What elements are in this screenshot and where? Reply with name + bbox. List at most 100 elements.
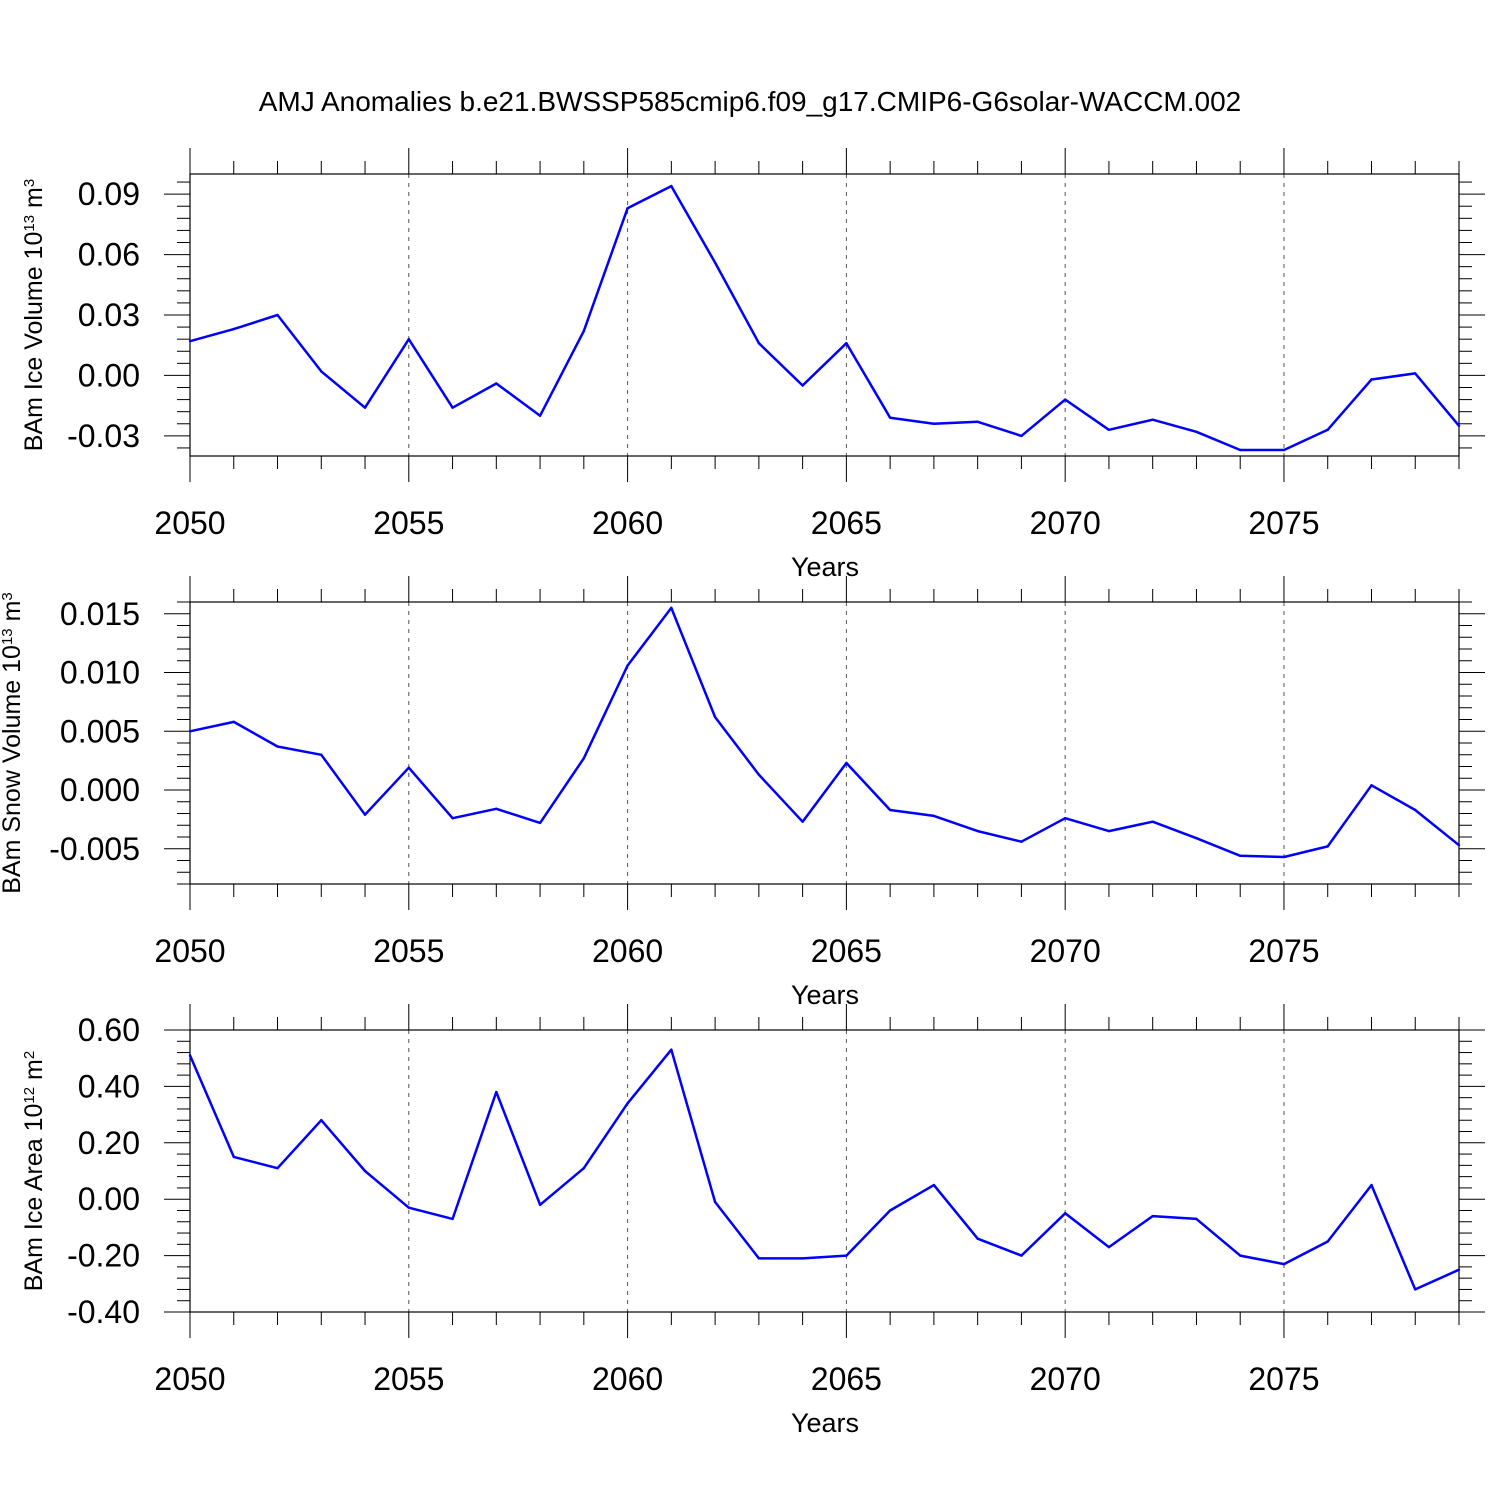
- x-tick-label: 2075: [1248, 1361, 1319, 1397]
- data-point: [1239, 1254, 1242, 1257]
- data-point: [188, 730, 192, 733]
- data-point: [888, 416, 892, 419]
- y-tick-label: 0.005: [60, 713, 140, 749]
- data-point: [495, 807, 498, 810]
- data-point: [670, 184, 673, 188]
- y-tick-label: 0.000: [60, 772, 140, 808]
- data-point: [1414, 372, 1417, 375]
- data-point: [670, 606, 673, 610]
- y-tick-label: 0.60: [78, 1012, 140, 1048]
- y-axis-label-sup: 13: [21, 215, 38, 232]
- data-point: [1151, 1214, 1154, 1218]
- data-point: [188, 339, 192, 343]
- data-point: [232, 1155, 235, 1159]
- y-axis-label: BAm Ice Area 1012 m2: [20, 1051, 48, 1291]
- data-point: [582, 329, 586, 333]
- data-point: [276, 745, 279, 748]
- data-point: [1151, 418, 1154, 421]
- x-axis-label: Years: [791, 980, 859, 1010]
- x-tick-label: 2055: [373, 1361, 444, 1397]
- data-point: [976, 1237, 979, 1240]
- data-point: [407, 1206, 410, 1209]
- data-point: [320, 753, 323, 756]
- data-point: [363, 1169, 367, 1173]
- y-axis-label-unit-sup: 3: [21, 179, 38, 187]
- data-point: [757, 342, 761, 345]
- data-point: [1151, 820, 1154, 823]
- chart-title: AMJ Anomalies b.e21.BWSSP585cmip6.f09_g1…: [259, 86, 1242, 117]
- data-point: [407, 337, 410, 341]
- plot-frame: [189, 601, 1460, 885]
- data-point: [1020, 1254, 1023, 1257]
- data-point: [1370, 1183, 1373, 1187]
- data-point: [1457, 1268, 1461, 1271]
- y-tick-label: 0.00: [78, 1181, 140, 1217]
- data-point: [1370, 378, 1373, 381]
- data-point: [232, 720, 235, 724]
- data-point: [1326, 1240, 1329, 1243]
- series-line: [189, 606, 1460, 859]
- data-point: [1370, 784, 1373, 787]
- data-point: [320, 1119, 323, 1122]
- y-axis-label-unit-sup: 2: [21, 1051, 38, 1059]
- data-point: [976, 420, 979, 423]
- data-point: [320, 370, 323, 373]
- y-axis-label-text: BAm Ice Area 10: [20, 1104, 48, 1292]
- data-point: [495, 1090, 498, 1094]
- y-tick-label: 0.09: [78, 176, 140, 212]
- data-point: [626, 1102, 629, 1105]
- x-tick-label: 2070: [1030, 1361, 1101, 1397]
- data-point: [451, 406, 454, 409]
- data-point: [1063, 817, 1067, 820]
- y-tick-label: -0.40: [67, 1294, 140, 1330]
- y-tick-label: -0.03: [67, 418, 140, 454]
- plot-frame: [189, 1029, 1460, 1313]
- y-axis-label-sup: 13: [0, 628, 16, 645]
- x-tick-label: 2075: [1248, 505, 1319, 541]
- data-point: [276, 313, 279, 317]
- data-point: [1107, 1245, 1111, 1249]
- data-point: [888, 808, 892, 812]
- data-point: [538, 414, 542, 417]
- x-tick-label: 2070: [1030, 933, 1101, 969]
- data-point: [582, 1166, 586, 1170]
- data-point: [757, 773, 761, 776]
- x-axis-label: Years: [791, 552, 859, 582]
- data-point: [232, 327, 235, 331]
- data-point: [188, 1054, 192, 1057]
- data-point: [1195, 430, 1198, 434]
- x-tick-label: 2065: [811, 933, 882, 969]
- y-axis-label: BAm Snow Volume 1013 m3: [0, 592, 26, 894]
- ice-area-panel: 0.60 0.40 0.20 0.00 -0.20 -0.40 2050 2055 2060 20…: [20, 1004, 1485, 1438]
- data-point: [932, 814, 936, 818]
- plot-frame: [189, 173, 1460, 457]
- data-point: [1282, 1262, 1286, 1266]
- data-point: [670, 1048, 673, 1051]
- x-tick-label: 2065: [811, 1361, 882, 1397]
- x-tick-label: 2075: [1248, 933, 1319, 969]
- y-tick-label: 0.20: [78, 1125, 140, 1161]
- data-point: [845, 342, 848, 345]
- data-point: [495, 382, 498, 385]
- x-tick-label: 2065: [811, 505, 882, 541]
- x-tick-label: 2070: [1030, 505, 1101, 541]
- data-point: [1020, 434, 1023, 438]
- data-point: [1414, 1288, 1417, 1291]
- data-point: [713, 261, 717, 264]
- y-axis-label-unit-sup: 3: [0, 592, 16, 600]
- x-tick-label: 2060: [592, 505, 663, 541]
- snow-volume-panel: 0.015 0.010 0.005 0.000 -0.005 2050 2055 2060 20…: [0, 576, 1485, 1010]
- y-tick-label: 0.03: [78, 297, 140, 333]
- y-tick-label: 0.015: [60, 596, 140, 632]
- x-tick-label: 2060: [592, 933, 663, 969]
- x-tick-label: 2060: [592, 1361, 663, 1397]
- y-tick-label: 0.06: [78, 237, 140, 273]
- data-point: [407, 766, 410, 769]
- data-point: [538, 1203, 542, 1207]
- data-point: [888, 1209, 892, 1212]
- data-point: [1063, 398, 1067, 401]
- data-point: [1282, 855, 1286, 859]
- data-point: [757, 1257, 761, 1260]
- y-axis-label-unit: m: [0, 601, 26, 629]
